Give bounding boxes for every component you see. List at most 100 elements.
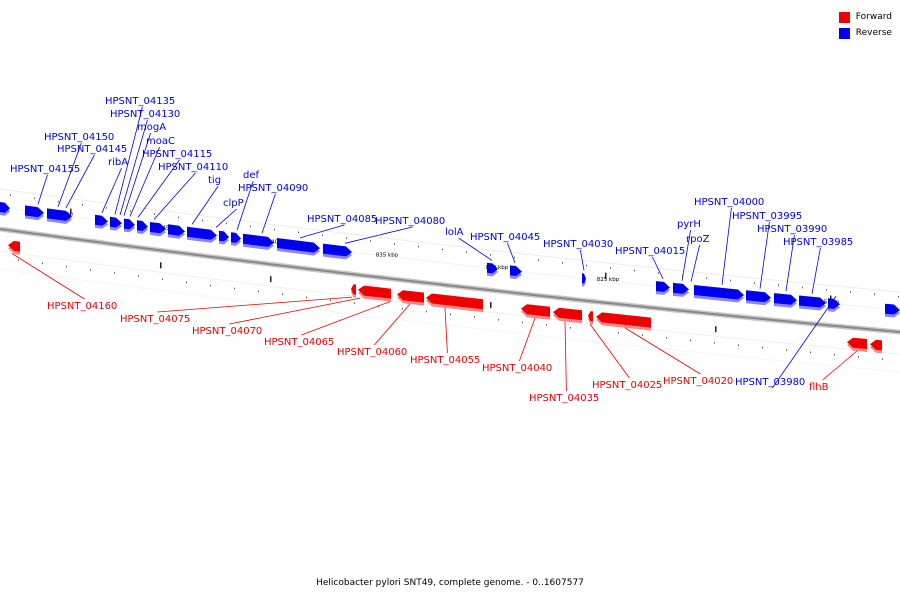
reverse-leader-24 [785, 234, 795, 292]
minor-tick [642, 334, 643, 337]
minor-tick [786, 349, 787, 351]
reverse-label-19: HPSNT_04015 [615, 246, 685, 257]
legend-swatch-forward [838, 11, 850, 23]
legend-label-forward: Forward [855, 12, 892, 22]
reverse-leader-22 [721, 207, 732, 285]
reverse-gene-5 [124, 218, 135, 230]
minor-tick [634, 269, 635, 272]
minor-tick [90, 269, 91, 271]
forward-label-1: HPSNT_04075 [120, 314, 190, 325]
reverse-label-13: HPSNT_04090 [238, 183, 308, 194]
reverse-gene-7 [150, 222, 166, 234]
minor-tick [546, 324, 547, 326]
minor-tick [658, 272, 659, 274]
reverse-gene-25 [885, 303, 900, 315]
minor-tick [850, 291, 851, 293]
minor-tick [754, 282, 755, 284]
forward-leader-0 [11, 253, 85, 300]
reverse-leader-3 [101, 167, 122, 213]
reverse-gene-2 [47, 208, 72, 221]
minor-tick [354, 302, 355, 304]
forward-label-7: HPSNT_04035 [529, 393, 599, 404]
forward-gene-3 [397, 290, 424, 303]
minor-tick [106, 207, 107, 209]
minor-tick [162, 278, 163, 280]
forward-gene-2 [358, 285, 391, 299]
minor-tick [442, 248, 443, 251]
reverse-label-20: pyrH [677, 219, 701, 230]
reverse-label-12: def [243, 170, 260, 181]
forward-gene-9 [847, 337, 867, 349]
minor-tick [234, 287, 235, 290]
minor-tick [450, 313, 451, 316]
major-tick [270, 276, 272, 283]
reverse-leader-13 [261, 193, 276, 234]
reverse-leader-8 [137, 159, 180, 218]
minor-tick [706, 277, 707, 279]
minor-tick [562, 262, 563, 264]
minor-tick [898, 295, 899, 298]
tick-label: 825 kbp [597, 277, 620, 283]
minor-tick [762, 346, 763, 349]
forward-label-8: HPSNT_04025 [592, 380, 662, 391]
reverse-gene-20 [694, 285, 744, 300]
minor-tick [178, 216, 179, 219]
minor-tick [274, 228, 275, 231]
minor-tick [226, 222, 227, 225]
forward-label-5: HPSNT_04055 [410, 355, 480, 366]
minor-tick [322, 234, 323, 236]
reverse-gene-14 [323, 243, 352, 257]
reverse-leader-5 [119, 119, 148, 216]
reverse-label-23: HPSNT_03995 [732, 211, 802, 222]
forward-gene-6 [553, 307, 582, 321]
reverse-label-5: HPSNT_04130 [110, 109, 180, 120]
major-tick [160, 262, 162, 269]
reverse-leader-4 [114, 106, 143, 215]
reverse-gene-11 [231, 232, 241, 243]
reverse-label-6: mogA [137, 122, 166, 133]
forward-leader-7 [564, 321, 567, 392]
forward-label-3: HPSNT_04065 [264, 337, 334, 348]
minor-tick [34, 197, 35, 200]
forward-gene-4 [426, 293, 483, 310]
forward-leader-2 [229, 297, 361, 325]
reverse-gene-19 [673, 282, 689, 294]
forward-gene-10 [870, 339, 882, 351]
minor-tick [490, 254, 491, 256]
minor-tick [778, 284, 779, 286]
reverse-gene-24 [828, 298, 840, 309]
reverse-leader-9 [153, 172, 196, 220]
forward-label-4: HPSNT_04060 [337, 347, 407, 358]
reverse-label-17: HPSNT_04045 [470, 232, 540, 243]
reverse-label-21: rpoZ [686, 234, 710, 245]
reverse-leader-6 [123, 132, 151, 216]
reverse-leader-1 [57, 142, 82, 208]
legend-swatch-reverse [838, 27, 850, 39]
reverse-label-16: lolA [445, 227, 464, 238]
reverse-leader-21 [690, 244, 700, 282]
reverse-leader-26 [772, 295, 837, 389]
forward-label-9: HPSNT_04020 [663, 376, 733, 387]
reverse-gene-17 [582, 273, 586, 284]
genome-backbone [0, 228, 900, 334]
forward-leader-8 [589, 323, 630, 379]
forward-label-0: HPSNT_04160 [47, 301, 117, 312]
reverse-label-1: HPSNT_04150 [44, 132, 114, 143]
reverse-leader-12 [236, 180, 254, 231]
reverse-gene-4 [110, 216, 122, 228]
legend-item-reverse: Reverse [838, 25, 892, 41]
reverse-gene-3 [95, 214, 108, 226]
minor-tick [426, 310, 427, 313]
minor-tick [42, 262, 43, 265]
minor-tick [874, 293, 875, 296]
minor-tick [690, 339, 691, 342]
reverse-label-24: HPSNT_03990 [757, 224, 827, 235]
minor-tick [802, 286, 803, 289]
reverse-label-26: HPSNT_03980 [735, 377, 805, 388]
reverse-gene-0 [0, 202, 10, 213]
major-tick [70, 208, 72, 215]
forward-gene-5 [521, 304, 550, 317]
minor-tick [18, 259, 19, 261]
minor-tick [282, 293, 283, 296]
reverse-label-14: HPSNT_04085 [307, 214, 377, 225]
